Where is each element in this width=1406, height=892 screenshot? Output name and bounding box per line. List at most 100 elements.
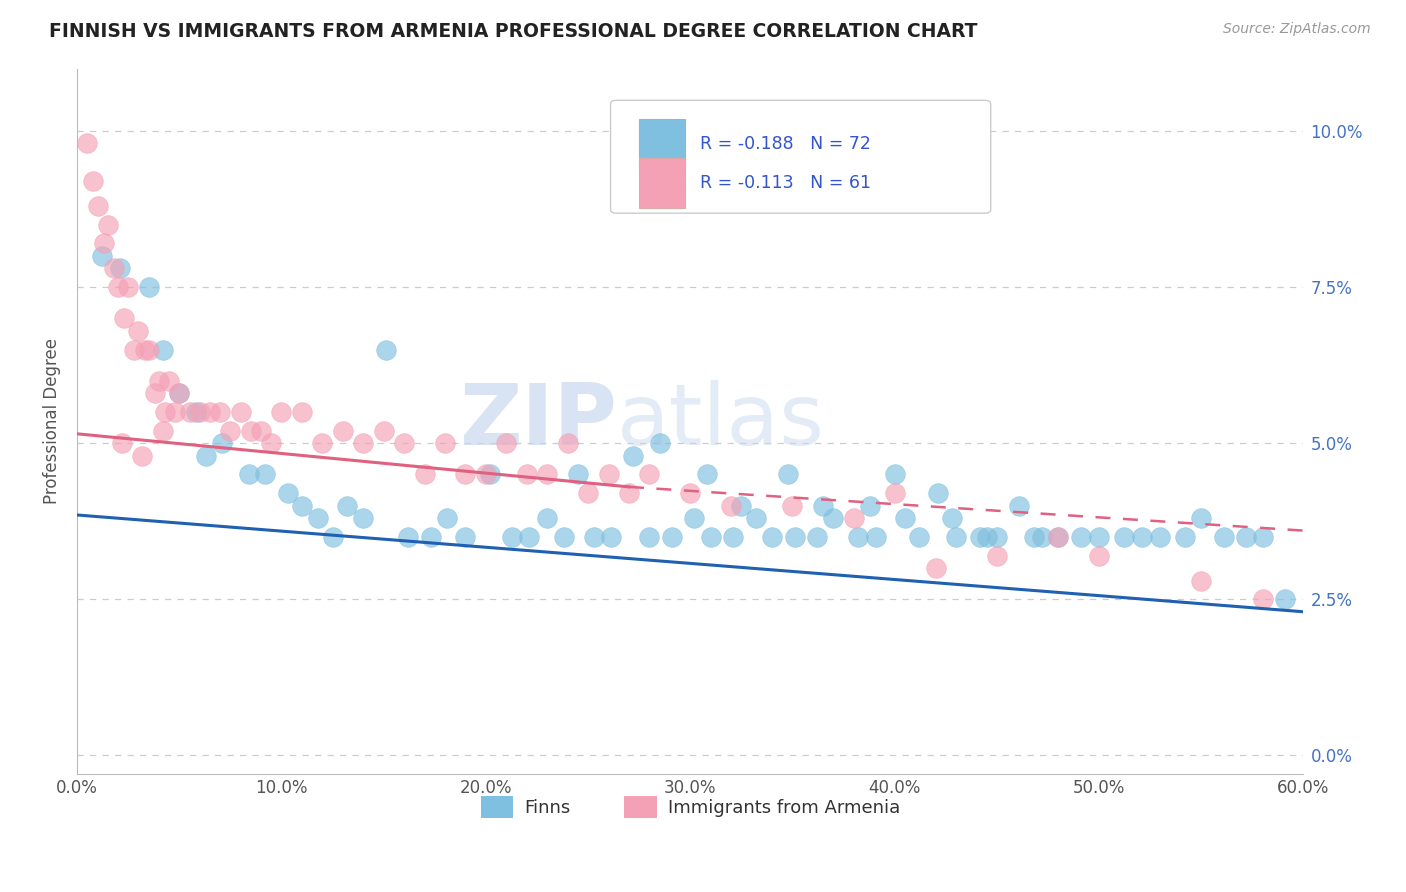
Point bbox=[1189, 574, 1212, 588]
Point bbox=[419, 530, 441, 544]
Point bbox=[194, 449, 217, 463]
Point bbox=[583, 530, 606, 544]
Point bbox=[536, 511, 558, 525]
Point bbox=[322, 530, 344, 544]
Point bbox=[260, 436, 283, 450]
Point bbox=[638, 467, 661, 482]
Y-axis label: Professional Degree: Professional Degree bbox=[44, 338, 60, 504]
Point bbox=[859, 499, 882, 513]
Point bbox=[1047, 530, 1070, 544]
Point bbox=[311, 436, 333, 450]
Point bbox=[557, 436, 579, 450]
Point bbox=[165, 405, 187, 419]
Point bbox=[107, 280, 129, 294]
Point bbox=[1031, 530, 1053, 544]
Point bbox=[413, 467, 436, 482]
Point bbox=[883, 486, 905, 500]
Point bbox=[152, 343, 174, 357]
Point bbox=[336, 499, 359, 513]
Point bbox=[941, 511, 963, 525]
Point bbox=[908, 530, 931, 544]
Point bbox=[454, 467, 477, 482]
Text: atlas: atlas bbox=[617, 380, 825, 463]
FancyBboxPatch shape bbox=[638, 159, 685, 208]
Point bbox=[270, 405, 292, 419]
Point bbox=[1088, 549, 1111, 563]
Point bbox=[894, 511, 917, 525]
Text: R = -0.113   N = 61: R = -0.113 N = 61 bbox=[700, 174, 872, 192]
Point bbox=[823, 511, 845, 525]
Point bbox=[1130, 530, 1153, 544]
Point bbox=[374, 343, 396, 357]
Point bbox=[332, 424, 354, 438]
Point bbox=[778, 467, 800, 482]
Point bbox=[169, 386, 191, 401]
Point bbox=[969, 530, 991, 544]
Point bbox=[291, 499, 314, 513]
Point bbox=[229, 405, 252, 419]
Point bbox=[1234, 530, 1257, 544]
Point bbox=[117, 280, 139, 294]
Point bbox=[648, 436, 671, 450]
Point bbox=[567, 467, 589, 482]
Point bbox=[153, 405, 176, 419]
Point bbox=[638, 530, 661, 544]
Point bbox=[152, 424, 174, 438]
Point bbox=[396, 530, 419, 544]
Point bbox=[254, 467, 277, 482]
Point bbox=[76, 136, 98, 151]
Point bbox=[134, 343, 156, 357]
Point bbox=[179, 405, 201, 419]
Point bbox=[516, 467, 538, 482]
Point bbox=[352, 511, 374, 525]
Point bbox=[783, 530, 806, 544]
Point bbox=[553, 530, 575, 544]
Point bbox=[1251, 530, 1274, 544]
Point bbox=[782, 499, 804, 513]
Point bbox=[661, 530, 683, 544]
Point bbox=[699, 530, 721, 544]
Point bbox=[112, 311, 135, 326]
FancyBboxPatch shape bbox=[610, 100, 991, 213]
Point bbox=[617, 486, 640, 500]
Point bbox=[599, 530, 621, 544]
Point bbox=[927, 486, 949, 500]
FancyBboxPatch shape bbox=[638, 120, 685, 169]
Point bbox=[127, 324, 149, 338]
Text: Source: ZipAtlas.com: Source: ZipAtlas.com bbox=[1223, 22, 1371, 37]
Point bbox=[1274, 592, 1296, 607]
Point bbox=[93, 236, 115, 251]
Point bbox=[1047, 530, 1070, 544]
Point bbox=[744, 511, 766, 525]
Point bbox=[478, 467, 501, 482]
Point bbox=[1174, 530, 1197, 544]
Point bbox=[169, 386, 191, 401]
Point bbox=[1251, 592, 1274, 607]
Point bbox=[1008, 499, 1031, 513]
Point bbox=[392, 436, 415, 450]
Point bbox=[124, 343, 146, 357]
Point bbox=[82, 174, 104, 188]
Point bbox=[238, 467, 260, 482]
Point bbox=[621, 449, 644, 463]
Point bbox=[1212, 530, 1234, 544]
Point bbox=[97, 218, 120, 232]
Point bbox=[1022, 530, 1045, 544]
Point bbox=[945, 530, 967, 544]
Point bbox=[1070, 530, 1092, 544]
Point bbox=[138, 280, 160, 294]
Text: ZIP: ZIP bbox=[458, 380, 617, 463]
Point bbox=[188, 405, 211, 419]
Point bbox=[1189, 511, 1212, 525]
Point bbox=[924, 561, 946, 575]
Point bbox=[865, 530, 887, 544]
Point bbox=[209, 405, 232, 419]
Point bbox=[536, 467, 558, 482]
Point bbox=[131, 449, 153, 463]
Point bbox=[307, 511, 329, 525]
Text: R = -0.188   N = 72: R = -0.188 N = 72 bbox=[700, 135, 870, 153]
Point bbox=[184, 405, 207, 419]
Point bbox=[157, 374, 180, 388]
Point bbox=[598, 467, 620, 482]
Text: FINNISH VS IMMIGRANTS FROM ARMENIA PROFESSIONAL DEGREE CORRELATION CHART: FINNISH VS IMMIGRANTS FROM ARMENIA PROFE… bbox=[49, 22, 977, 41]
